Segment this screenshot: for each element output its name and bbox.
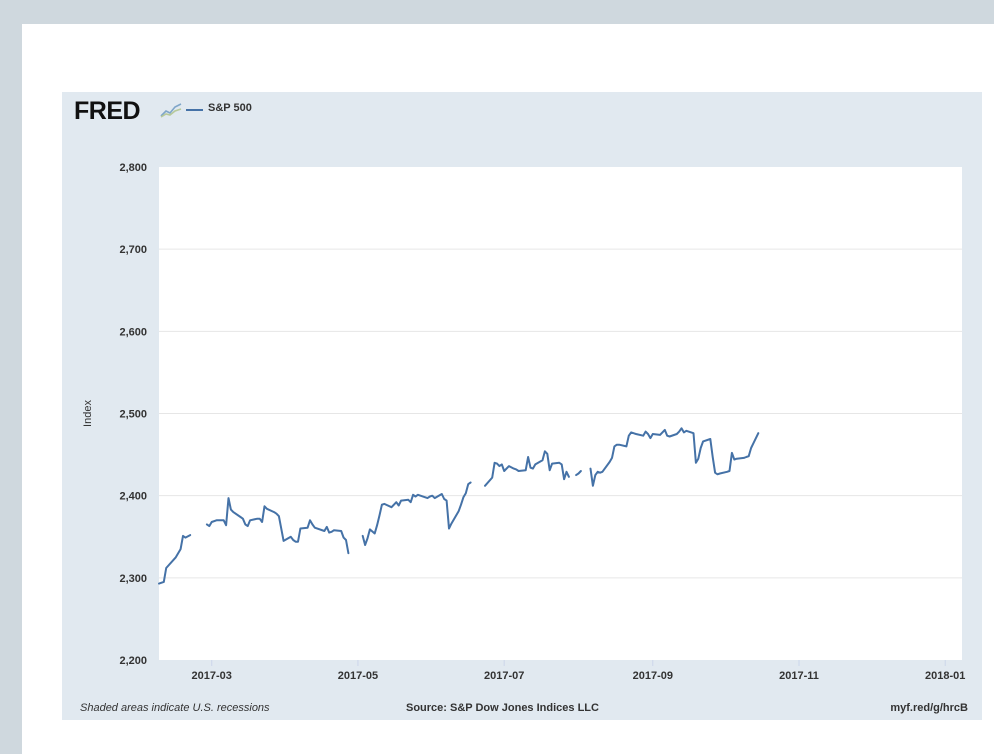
series-line-segment <box>575 470 582 477</box>
series-line-segment <box>158 534 192 585</box>
x-tick-label: 2017-11 <box>779 670 819 682</box>
page: FRED S&P 500 2,200 2,300 2,400 2,500 2,600 2,… <box>22 24 994 754</box>
x-tick-label: 2017-05 <box>338 670 378 682</box>
series-line-segment <box>205 497 350 555</box>
legend-label[interactable]: S&P 500 <box>208 102 252 114</box>
series-line-segment <box>589 427 760 487</box>
y-tick-label: 2,700 <box>119 244 147 256</box>
y-tick-label: 2,200 <box>119 655 147 667</box>
y-tick-label: 2,400 <box>119 491 147 503</box>
y-tick-label: 2,600 <box>119 326 147 338</box>
series-line-segment <box>361 481 472 546</box>
y-tick-label: 2,300 <box>119 573 147 585</box>
legend-line-swatch <box>186 109 203 111</box>
chart-plot: 2,200 2,300 2,400 2,500 2,600 2,700 2,800 2017-… <box>82 162 965 682</box>
y-axis-label: Index <box>82 400 94 427</box>
x-tick-label: 2017-03 <box>192 670 232 682</box>
x-tick-label: 2017-09 <box>633 670 673 682</box>
x-tick-label: 2017-07 <box>484 670 524 682</box>
y-tick-label: 2,500 <box>119 409 147 421</box>
series-line-segment <box>484 450 570 487</box>
short-link[interactable]: myf.red/g/hrcB <box>890 702 968 714</box>
source-credit: Source: S&P Dow Jones Indices LLC <box>406 702 599 714</box>
y-tick-label: 2,800 <box>119 162 147 174</box>
chart-card: FRED S&P 500 2,200 2,300 2,400 2,500 2,600 2,… <box>62 92 982 720</box>
recession-note: Shaded areas indicate U.S. recessions <box>80 702 270 714</box>
fred-logo[interactable]: FRED <box>74 97 141 125</box>
fred-graph-icon <box>160 101 182 119</box>
x-tick-label: 2018-01 <box>925 670 965 682</box>
